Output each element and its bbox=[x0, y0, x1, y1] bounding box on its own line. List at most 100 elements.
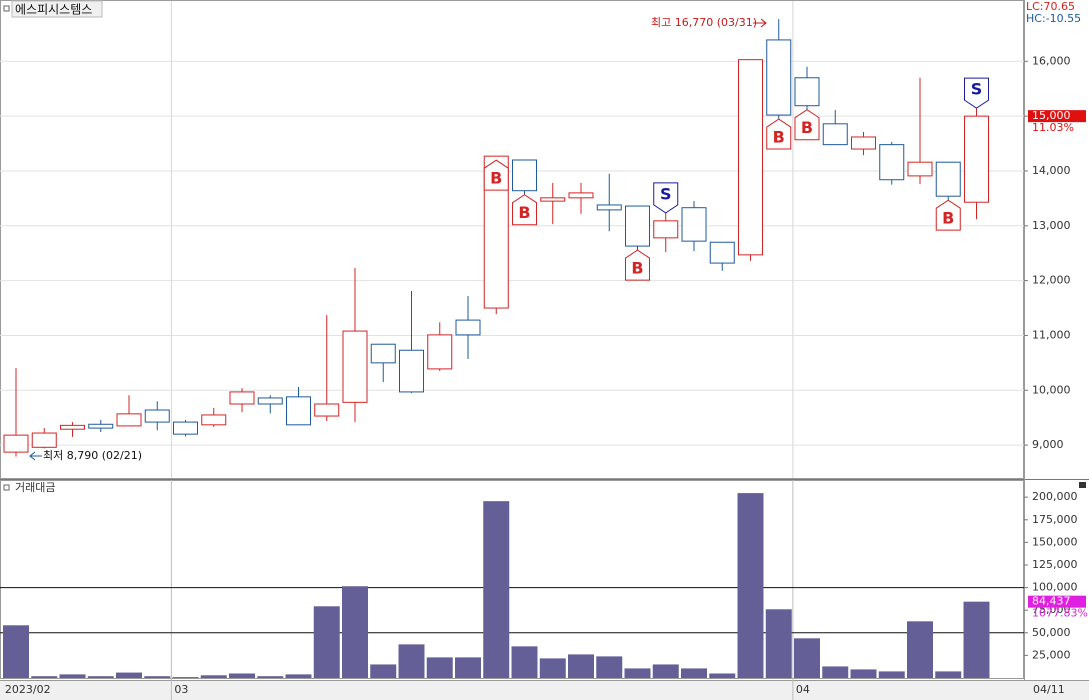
candle-body bbox=[201, 414, 227, 426]
x-tick-label: 03 bbox=[174, 683, 188, 696]
signal-marker bbox=[766, 118, 792, 150]
volume-bar bbox=[568, 654, 594, 678]
volume-bar bbox=[172, 677, 199, 678]
candle-body bbox=[653, 220, 679, 239]
candle-body bbox=[370, 343, 396, 364]
volume-bar bbox=[116, 672, 142, 678]
signal-label: B bbox=[631, 259, 643, 278]
candle-body bbox=[879, 144, 905, 181]
y-tick-label: 11,000 bbox=[1032, 328, 1071, 341]
candle-body bbox=[907, 161, 933, 177]
volume-bar bbox=[59, 674, 86, 678]
candle-body bbox=[766, 39, 792, 116]
volume-bar bbox=[229, 673, 255, 678]
signal-marker bbox=[512, 194, 537, 226]
candle-body bbox=[173, 421, 198, 435]
panel-icon[interactable] bbox=[3, 5, 10, 12]
volume-bar bbox=[426, 657, 453, 678]
signal-label: B bbox=[801, 118, 813, 137]
volume-bar bbox=[539, 658, 566, 678]
last-change-label: 11.03% bbox=[1032, 121, 1074, 134]
signal-label: B bbox=[490, 169, 502, 188]
candle-body bbox=[257, 397, 283, 405]
high-annotation: 최고 16,770 (03/31) bbox=[651, 16, 757, 29]
signal-label: B bbox=[518, 203, 530, 222]
candle-body bbox=[60, 424, 85, 430]
y-tick-label: 125,000 bbox=[1032, 558, 1078, 571]
volume-bar bbox=[624, 668, 651, 678]
candle-body bbox=[681, 207, 707, 242]
signal-marker bbox=[625, 249, 650, 281]
candle-body bbox=[709, 241, 735, 264]
signal-marker bbox=[964, 77, 989, 109]
candle-body bbox=[116, 413, 142, 427]
volume-bar bbox=[709, 673, 736, 678]
last-price-box bbox=[1028, 110, 1086, 123]
x-tick-label: 04/11 bbox=[1033, 683, 1065, 696]
volume-bar bbox=[398, 644, 425, 678]
y-tick-label: 10,000 bbox=[1032, 383, 1071, 396]
low-annotation: 최저 8,790 (02/21) bbox=[43, 449, 142, 462]
volume-bar bbox=[935, 671, 962, 678]
last-price-label: 15,000 bbox=[1032, 109, 1071, 122]
volume-bar bbox=[3, 625, 29, 678]
panel-icon[interactable] bbox=[3, 484, 10, 491]
volume-bar bbox=[257, 676, 284, 678]
signal-label: S bbox=[660, 184, 672, 203]
candle-body bbox=[625, 205, 650, 247]
signal-label: B bbox=[773, 128, 785, 147]
volume-bar bbox=[765, 609, 792, 678]
hc-label: HC:-10.55 bbox=[1026, 12, 1081, 25]
candle-body bbox=[822, 123, 848, 146]
candle-body bbox=[540, 197, 566, 202]
y-tick-label: 14,000 bbox=[1032, 164, 1071, 177]
candle-body bbox=[596, 204, 622, 211]
stock-title: 에스피시스템스 bbox=[15, 3, 92, 17]
y-tick-label: 25,000 bbox=[1032, 648, 1071, 661]
candle-body bbox=[568, 192, 594, 199]
volume-bar bbox=[285, 674, 312, 678]
price-panel bbox=[0, 0, 1024, 479]
y-tick-label: 175,000 bbox=[1032, 513, 1078, 526]
candle-body bbox=[31, 432, 57, 448]
candle-body bbox=[738, 59, 763, 256]
y-tick-label: 12,000 bbox=[1032, 274, 1071, 287]
x-tick-label: 04 bbox=[796, 683, 810, 696]
y-tick-label: 9,000 bbox=[1032, 438, 1064, 451]
candle-body bbox=[851, 136, 876, 150]
volume-bar bbox=[794, 638, 820, 678]
signal-label: S bbox=[971, 80, 983, 99]
volume-bar bbox=[850, 669, 877, 678]
candle-body bbox=[3, 434, 29, 453]
candle-body bbox=[964, 115, 989, 203]
volume-bar bbox=[652, 664, 679, 678]
volume-bar bbox=[963, 601, 990, 678]
candle-body bbox=[286, 396, 311, 426]
volume-bar bbox=[878, 671, 905, 678]
volume-bar bbox=[455, 657, 481, 678]
high-arrow bbox=[753, 18, 767, 28]
last-volume-label: 84,437 bbox=[1032, 595, 1071, 608]
volume-bar bbox=[681, 668, 707, 678]
candle-body bbox=[399, 349, 424, 393]
volume-bar bbox=[822, 666, 849, 678]
volume-bar bbox=[511, 646, 538, 678]
volume-bar bbox=[596, 656, 623, 678]
y-tick-label: 50,000 bbox=[1032, 626, 1071, 639]
candle-body bbox=[314, 403, 340, 417]
panel-close[interactable] bbox=[1079, 482, 1086, 488]
volume-bar bbox=[907, 621, 933, 678]
low-arrow bbox=[29, 451, 42, 461]
volume-bar bbox=[31, 676, 58, 678]
signal-label: B bbox=[942, 209, 954, 228]
volume-bar bbox=[483, 501, 510, 678]
candle-body bbox=[427, 334, 453, 370]
lc-label: LC:70.65 bbox=[1026, 0, 1075, 13]
candle-body bbox=[455, 319, 481, 336]
volume-change-label: 1077.83% bbox=[1032, 607, 1088, 620]
y-tick-label: 200,000 bbox=[1032, 490, 1078, 503]
volume-bar bbox=[370, 664, 397, 678]
signal-marker bbox=[794, 109, 820, 141]
